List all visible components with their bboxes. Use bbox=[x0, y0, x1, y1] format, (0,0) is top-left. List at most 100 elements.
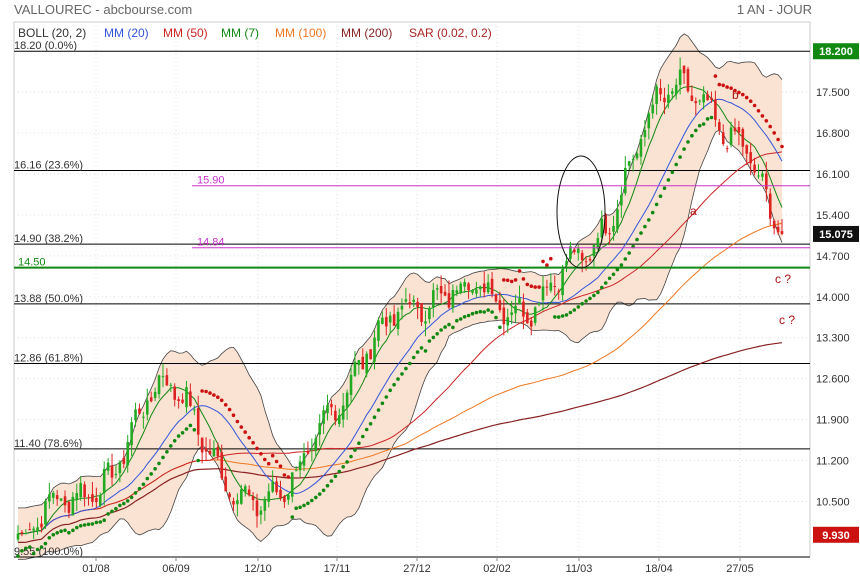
candle-body bbox=[678, 69, 682, 86]
chart-title: VALLOUREC - abcbourse.com bbox=[14, 2, 192, 17]
sar-dot bbox=[184, 427, 189, 431]
candle-body bbox=[600, 218, 604, 238]
candle-body bbox=[83, 484, 86, 498]
candle-body bbox=[721, 132, 725, 145]
sar-dot bbox=[149, 472, 153, 476]
candle-body bbox=[502, 307, 506, 325]
wave-annotation: c ? bbox=[775, 272, 791, 286]
candle-body bbox=[224, 476, 227, 492]
highlight-ellipse bbox=[556, 155, 606, 269]
candle-body bbox=[737, 126, 741, 133]
sar-dot bbox=[678, 155, 682, 159]
candle-body bbox=[459, 283, 463, 293]
sar-dot bbox=[341, 465, 346, 469]
candle-body bbox=[153, 391, 157, 398]
candle-body bbox=[768, 193, 772, 219]
candle-body bbox=[384, 317, 388, 327]
candle-body bbox=[377, 320, 380, 341]
candle-body bbox=[702, 94, 705, 103]
candle-body bbox=[670, 91, 674, 94]
sar-dot bbox=[458, 317, 463, 321]
sar-dot bbox=[694, 128, 698, 133]
x-tick-label: 02/02 bbox=[483, 563, 511, 575]
wave-annotation: a bbox=[690, 204, 697, 218]
magenta-level-label: 15.90 bbox=[197, 175, 225, 187]
candle-body bbox=[287, 494, 290, 500]
candle-body bbox=[569, 246, 572, 259]
sar-dot bbox=[517, 269, 522, 273]
sar-dot bbox=[756, 109, 761, 113]
candle-body bbox=[565, 261, 568, 266]
candle-body bbox=[243, 486, 247, 493]
sar-dot bbox=[325, 483, 330, 488]
sar-dot bbox=[372, 415, 377, 420]
ma50-line bbox=[18, 151, 783, 535]
sar-dot bbox=[533, 285, 537, 289]
bollinger-upper bbox=[18, 33, 783, 509]
sar-dot bbox=[286, 475, 291, 479]
candle-body bbox=[616, 209, 619, 230]
sar-dot bbox=[75, 525, 79, 530]
candle-body bbox=[361, 356, 365, 370]
candle-body bbox=[541, 286, 545, 301]
sar-dot bbox=[744, 95, 749, 100]
sar-dot bbox=[572, 308, 577, 312]
candle-body bbox=[404, 299, 408, 302]
candle-body bbox=[576, 248, 580, 254]
sar-dot bbox=[169, 444, 173, 448]
fib-level-label: 14.90 (38.2%) bbox=[14, 233, 83, 245]
sar-dot bbox=[157, 461, 161, 466]
candle-body bbox=[51, 492, 55, 498]
candle-body bbox=[294, 470, 298, 472]
x-axis: 01/08 06/09 12/10 17/11 27/12 02/02 11/03 18/04… bbox=[82, 557, 754, 575]
candle-body bbox=[498, 300, 502, 311]
candle-body bbox=[306, 451, 310, 454]
candle-body bbox=[157, 375, 161, 395]
sar-dot bbox=[333, 474, 338, 479]
candle-body bbox=[259, 510, 263, 515]
candle-body bbox=[341, 405, 345, 420]
candle-body bbox=[32, 528, 35, 531]
candle-body bbox=[749, 152, 752, 164]
sar-dot bbox=[314, 495, 318, 500]
candle-body bbox=[298, 461, 302, 471]
horizontal-lines: 15.90 14.84 14.50 bbox=[14, 175, 810, 269]
sar-dot bbox=[118, 503, 122, 508]
candle-body bbox=[620, 194, 623, 206]
candle-body bbox=[59, 498, 63, 501]
sar-dot bbox=[125, 499, 130, 503]
sar-dot bbox=[690, 133, 694, 138]
sar-dot bbox=[451, 325, 455, 330]
sar-dot bbox=[701, 122, 706, 126]
candle-body bbox=[674, 84, 678, 95]
sar-dot bbox=[443, 325, 447, 329]
sar-dot bbox=[682, 147, 686, 151]
candle-body bbox=[130, 422, 133, 446]
candle-body bbox=[698, 100, 702, 102]
candle-body bbox=[55, 495, 59, 500]
sar-dot bbox=[478, 309, 483, 314]
parabolic-sar bbox=[16, 74, 784, 558]
sar-dot bbox=[43, 541, 48, 546]
sar-dot bbox=[47, 536, 52, 540]
candle-body bbox=[95, 497, 98, 503]
sar-dot bbox=[419, 346, 424, 350]
candle-body bbox=[573, 249, 576, 253]
sar-dot bbox=[553, 315, 557, 319]
candle-body bbox=[580, 252, 584, 261]
sar-dot bbox=[737, 90, 741, 95]
sar-dot bbox=[278, 464, 283, 469]
candle-body bbox=[44, 500, 47, 525]
y-tick-label: 10.500 bbox=[816, 496, 850, 508]
sar-dot bbox=[580, 301, 584, 306]
sar-dot bbox=[290, 515, 295, 519]
candle-body bbox=[290, 472, 294, 497]
sar-dot bbox=[455, 318, 459, 323]
candle-body bbox=[694, 101, 698, 104]
sar-dot bbox=[670, 170, 675, 174]
sar-dot bbox=[216, 395, 220, 400]
sar-dot bbox=[760, 114, 765, 118]
sar-dot bbox=[603, 281, 608, 285]
x-tick-label: 17/11 bbox=[324, 563, 351, 575]
